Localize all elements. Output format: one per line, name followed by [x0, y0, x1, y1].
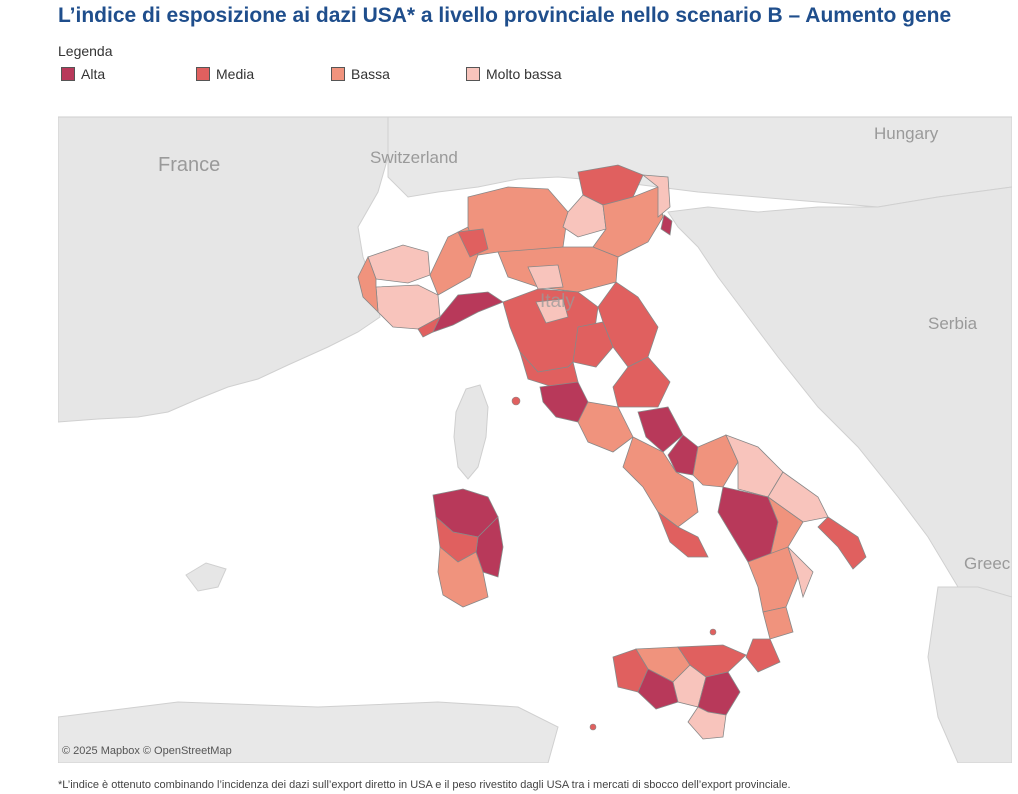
- legend-item-alta[interactable]: Alta: [61, 66, 105, 82]
- province-milano[interactable]: [457, 228, 489, 258]
- province-romagna[interactable]: [527, 264, 564, 290]
- province-firenze[interactable]: [535, 298, 569, 324]
- legend-swatch-alta: [61, 67, 75, 81]
- label-greece: Greec: [964, 554, 1011, 573]
- province-catanzaro[interactable]: [762, 606, 794, 640]
- page-title: L’indice di esposizione ai dazi USA* a l…: [58, 4, 952, 27]
- label-hungary: Hungary: [874, 124, 939, 143]
- province-crotone[interactable]: [787, 546, 814, 599]
- island-pantelleria: [589, 723, 597, 731]
- province-campania[interactable]: [622, 436, 699, 528]
- province-taranto[interactable]: [767, 471, 829, 523]
- legend-swatch-molto-bassa: [466, 67, 480, 81]
- land-france: [58, 117, 389, 423]
- label-italy: Italy: [540, 291, 575, 312]
- label-france: France: [158, 154, 220, 176]
- province-lecce[interactable]: [817, 516, 867, 570]
- island-lipari: [709, 628, 717, 636]
- province-molise[interactable]: [667, 434, 699, 476]
- legend-label-bassa: Bassa: [351, 66, 390, 82]
- land-balkans: [667, 186, 1012, 678]
- land-greece: [927, 586, 1012, 763]
- legend-label-molto-bassa: Molto bassa: [486, 66, 562, 82]
- land-balearic: [185, 562, 227, 592]
- province-friuli[interactable]: [641, 174, 671, 218]
- map-canvas[interactable]: France Switzerland Hungary Serbia Greec …: [58, 116, 1012, 763]
- province-siracusa[interactable]: [687, 706, 727, 740]
- legend-item-media[interactable]: Media: [196, 66, 254, 82]
- province-veneto[interactable]: [592, 186, 664, 258]
- province-abruzzo[interactable]: [612, 356, 671, 408]
- province-cagliari[interactable]: [437, 546, 489, 608]
- legend-label-alta: Alta: [81, 66, 106, 82]
- land-africa: [58, 701, 559, 763]
- province-reggio-calabria[interactable]: [745, 638, 781, 673]
- legend-swatch-bassa: [331, 67, 345, 81]
- province-torino[interactable]: [357, 255, 379, 314]
- province-viterbo[interactable]: [519, 351, 579, 388]
- legend-item-molto-bassa[interactable]: Molto bassa: [466, 66, 561, 82]
- legend-label-media: Media: [216, 66, 255, 82]
- island-elba: [511, 396, 521, 406]
- province-trieste[interactable]: [660, 214, 673, 236]
- province-isernia[interactable]: [637, 406, 684, 453]
- footnote: *L’indice è ottenuto combinando l’incide…: [58, 779, 791, 791]
- label-serbia: Serbia: [928, 314, 978, 333]
- land-corsica: [453, 384, 489, 480]
- province-liguria[interactable]: [432, 291, 504, 333]
- map-credits[interactable]: © 2025 Mapbox © OpenStreetMap: [62, 745, 232, 757]
- legend-swatch-media: [196, 67, 210, 81]
- legend-title: Legenda: [58, 43, 113, 59]
- map-svg[interactable]: France Switzerland Hungary Serbia Greec …: [58, 117, 1012, 763]
- label-switzerland: Switzerland: [370, 148, 458, 167]
- province-umbria[interactable]: [572, 321, 614, 368]
- province-imperia[interactable]: [417, 316, 441, 338]
- legend-item-bassa[interactable]: Bassa: [331, 66, 390, 82]
- province-napoli[interactable]: [657, 510, 709, 558]
